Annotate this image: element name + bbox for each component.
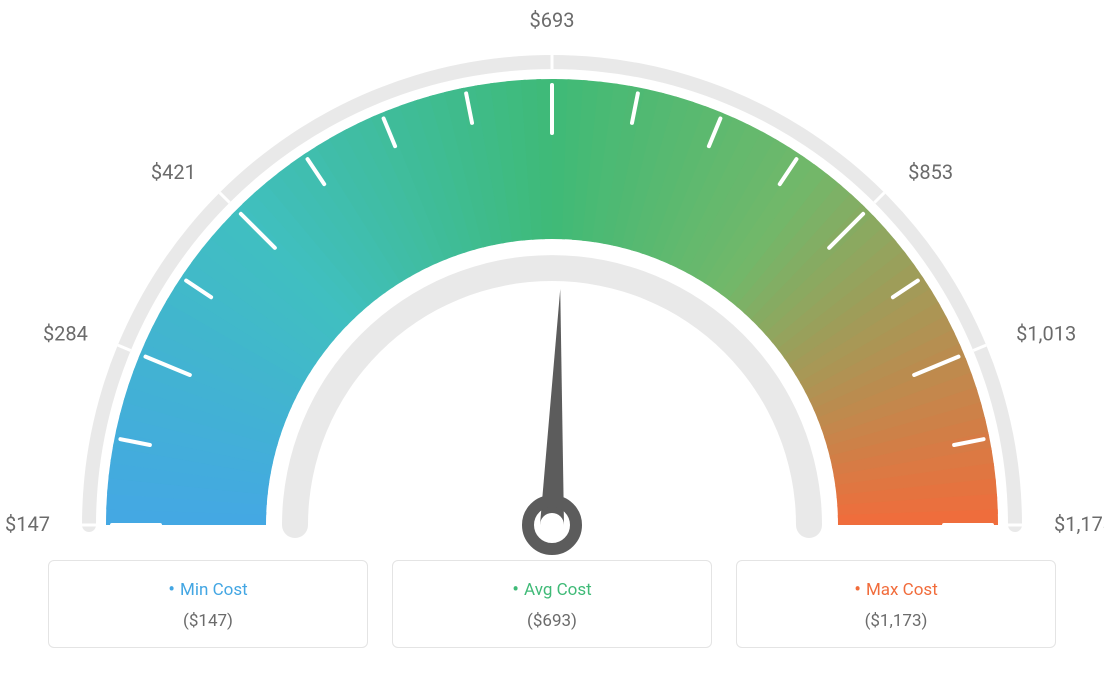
legend-value-avg: ($693) (405, 611, 699, 631)
legend-card-avg: Avg Cost ($693) (392, 560, 712, 648)
legend-row: Min Cost ($147) Avg Cost ($693) Max Cost… (0, 560, 1104, 648)
legend-value-min: ($147) (61, 611, 355, 631)
gauge-area: $147 $284 $421 $693 $853 $1,013 $1,173 (0, 0, 1104, 560)
gauge-svg: $147 $284 $421 $693 $853 $1,013 $1,173 (0, 0, 1104, 560)
legend-value-max: ($1,173) (749, 611, 1043, 631)
legend-title-avg: Avg Cost (405, 577, 699, 601)
svg-text:$1,013: $1,013 (1016, 321, 1076, 345)
legend-card-min: Min Cost ($147) (48, 560, 368, 648)
svg-text:$693: $693 (530, 8, 575, 32)
legend-title-min: Min Cost (61, 577, 355, 601)
svg-text:$421: $421 (151, 160, 196, 184)
svg-text:$853: $853 (908, 160, 953, 184)
svg-text:$1,173: $1,173 (1054, 512, 1104, 536)
legend-card-max: Max Cost ($1,173) (736, 560, 1056, 648)
svg-text:$147: $147 (5, 512, 50, 536)
svg-text:$284: $284 (43, 321, 88, 345)
chart-container: $147 $284 $421 $693 $853 $1,013 $1,173 Min Cos… (0, 0, 1104, 690)
legend-title-max: Max Cost (749, 577, 1043, 601)
